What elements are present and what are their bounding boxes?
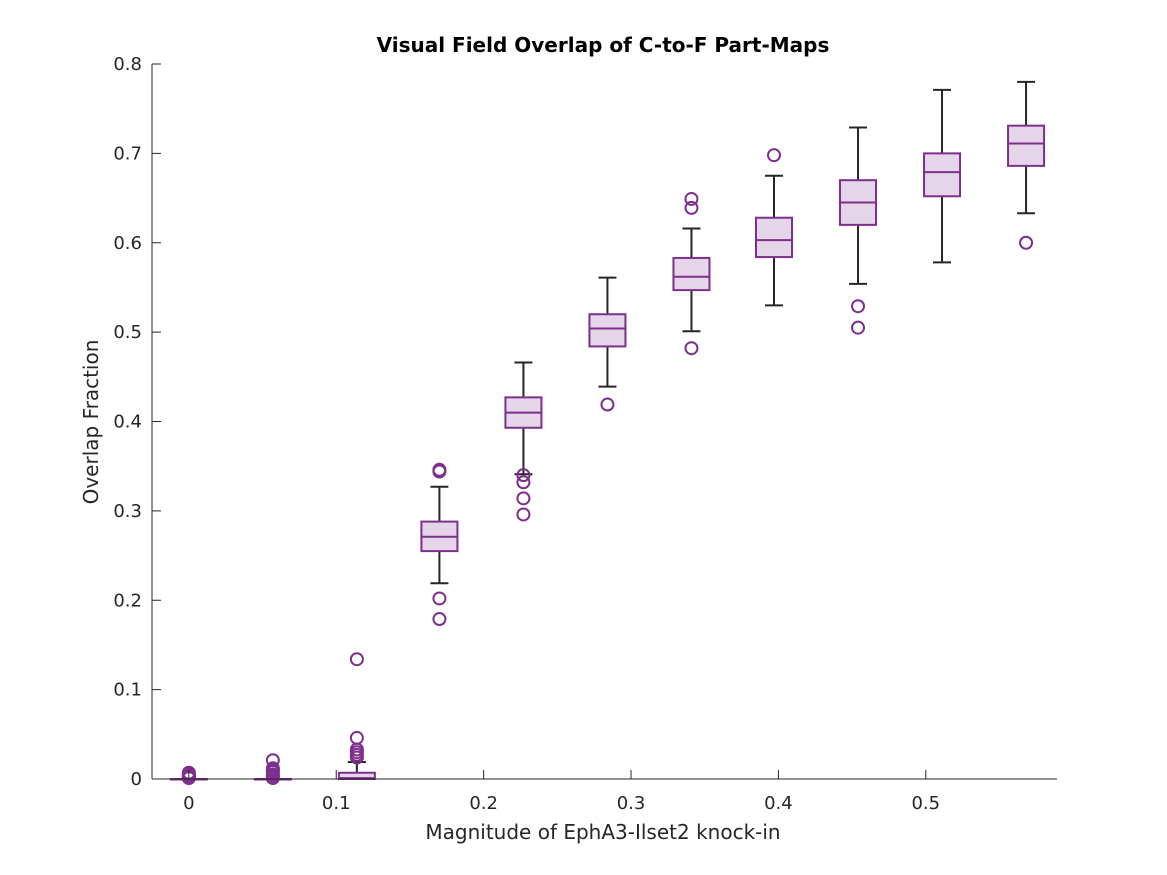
outlier-point bbox=[684, 341, 699, 356]
x-tick-label: 0 bbox=[183, 793, 194, 814]
x-tick-label: 0.3 bbox=[617, 793, 646, 814]
outlier-point bbox=[432, 591, 447, 606]
box-group-10 bbox=[1007, 80, 1046, 250]
x-axis-label: Magnitude of EphA3-Ilset2 knock-in bbox=[425, 820, 780, 844]
y-tick-label: 0.3 bbox=[113, 501, 142, 522]
y-tick-label: 0.5 bbox=[113, 322, 142, 343]
outlier-point bbox=[516, 468, 531, 483]
x-tick-label: 0.2 bbox=[469, 793, 498, 814]
outlier-point bbox=[265, 761, 280, 776]
y-tick-label: 0 bbox=[131, 769, 142, 790]
outlier-point bbox=[516, 507, 531, 522]
chart-title: Visual Field Overlap of C-to-F Part-Maps bbox=[377, 33, 830, 57]
box-group-7 bbox=[755, 148, 794, 307]
outlier-point bbox=[349, 652, 364, 667]
y-tick-label: 0.4 bbox=[113, 412, 142, 433]
outlier-point bbox=[767, 148, 782, 163]
plot-area bbox=[169, 80, 1046, 786]
box-group-9 bbox=[923, 88, 962, 264]
outlier-point bbox=[265, 753, 280, 768]
outlier-point bbox=[851, 320, 866, 335]
outlier-point bbox=[684, 200, 699, 215]
box bbox=[755, 216, 794, 259]
box bbox=[923, 152, 962, 198]
y-axis-label: Overlap Fraction bbox=[79, 340, 103, 505]
outlier-point bbox=[684, 191, 699, 206]
x-tick-label: 0.1 bbox=[322, 793, 351, 814]
box-group-4 bbox=[504, 361, 543, 522]
y-tick-label: 0.8 bbox=[113, 54, 142, 75]
box bbox=[672, 256, 711, 292]
outlier-point bbox=[181, 768, 196, 783]
y-tick-label: 0.1 bbox=[113, 680, 142, 701]
box-group-2 bbox=[337, 652, 376, 781]
x-tick-label: 0.5 bbox=[911, 793, 940, 814]
box-group-1 bbox=[253, 753, 292, 786]
outlier-point bbox=[432, 462, 447, 477]
outlier-point bbox=[349, 730, 364, 745]
box-group-6 bbox=[672, 191, 711, 356]
outlier-point bbox=[851, 299, 866, 314]
y-tick-label: 0.2 bbox=[113, 590, 142, 611]
y-tick-label: 0.6 bbox=[113, 233, 142, 254]
outlier-point bbox=[600, 397, 615, 412]
box-group-5 bbox=[588, 276, 627, 412]
box-group-8 bbox=[839, 126, 878, 335]
box bbox=[1007, 124, 1046, 167]
axes: 0 0.1 0.2 0.3 0.4 0.5 0 0.1 0.2 0.3 0.4 0.5 0.6 0.7 0.… bbox=[113, 54, 1057, 814]
box-group-3 bbox=[420, 462, 459, 627]
outlier-point bbox=[432, 612, 447, 627]
outlier-point bbox=[516, 475, 531, 490]
outlier-point bbox=[516, 491, 531, 506]
y-tick-label: 0.7 bbox=[113, 143, 142, 164]
box bbox=[588, 313, 627, 348]
x-tick-label: 0.4 bbox=[764, 793, 793, 814]
outlier-point bbox=[1019, 235, 1034, 250]
